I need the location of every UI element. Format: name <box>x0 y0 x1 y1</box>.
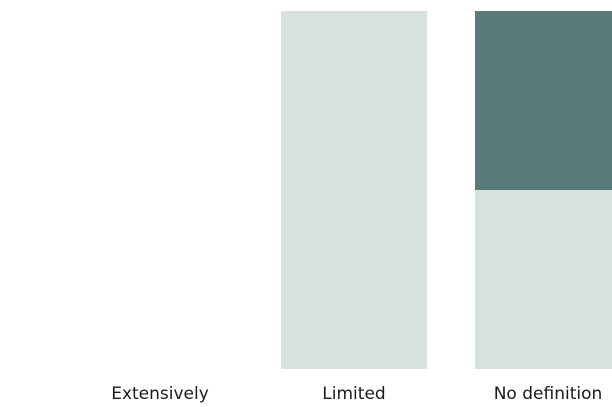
category-label: Limited <box>322 384 385 404</box>
bar-segment-3-2 <box>475 11 612 190</box>
category-label: Extensively <box>111 384 209 404</box>
category-labels: Extensively Limited No definition <box>111 384 602 404</box>
category-label: No definition <box>494 384 603 404</box>
bar-segment-3-1 <box>475 190 612 369</box>
bar-segment-2-1 <box>281 11 427 369</box>
bars-layer <box>281 11 612 369</box>
